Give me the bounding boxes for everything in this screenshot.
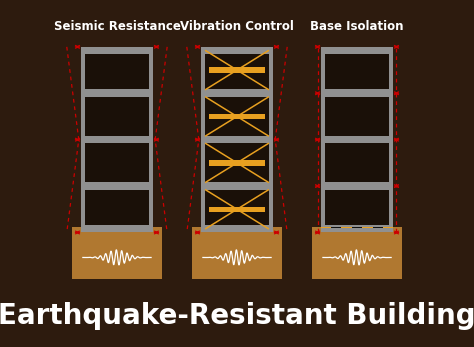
Bar [210, 67, 264, 73]
Bar [149, 47, 154, 232]
Bar [320, 90, 393, 97]
Bar [81, 225, 154, 232]
Bar [311, 227, 402, 279]
Bar [269, 47, 273, 232]
Text: Seismic Resistance: Seismic Resistance [54, 20, 181, 33]
Bar [320, 225, 393, 232]
Bar [331, 227, 341, 228]
Bar [210, 114, 264, 119]
Bar [320, 136, 393, 144]
Bar [210, 206, 264, 212]
Bar [205, 47, 269, 225]
Bar [191, 227, 283, 279]
Bar [325, 47, 389, 225]
Bar [85, 47, 149, 225]
Bar [81, 90, 154, 97]
Bar [201, 136, 273, 144]
Bar [201, 90, 273, 97]
Bar [320, 47, 393, 54]
Bar [201, 182, 273, 190]
Bar [201, 225, 273, 232]
Bar [352, 227, 362, 228]
Bar [383, 227, 393, 228]
Bar [320, 182, 393, 190]
Text: Base Isolation: Base Isolation [310, 20, 404, 33]
Text: Vibration Control: Vibration Control [180, 20, 294, 33]
Bar [341, 227, 352, 228]
Bar [389, 47, 393, 232]
Bar [320, 47, 325, 232]
Bar [81, 136, 154, 144]
Bar [81, 182, 154, 190]
Bar [81, 47, 85, 232]
Bar [201, 47, 273, 54]
Text: Earthquake-Resistant Building: Earthquake-Resistant Building [0, 302, 474, 330]
Bar [201, 47, 205, 232]
Bar [320, 227, 331, 228]
Bar [81, 47, 154, 54]
Bar [72, 227, 163, 279]
Bar [210, 160, 264, 166]
Bar [373, 227, 383, 228]
Bar [362, 227, 373, 228]
